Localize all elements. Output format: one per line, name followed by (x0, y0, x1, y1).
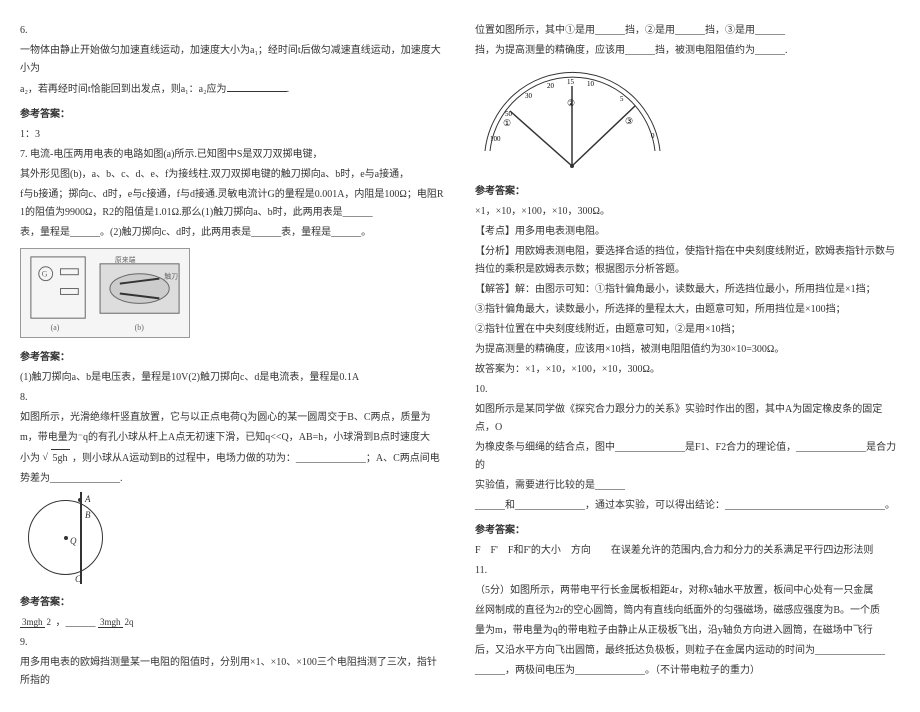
svg-text:20: 20 (547, 82, 555, 90)
svg-text:②: ② (567, 98, 575, 108)
answer-label: 参考答案： (20, 105, 445, 120)
q8-text-4: 势差为______________. (20, 470, 445, 488)
r1-keypoint: 【考点】用多用电表测电阻。 (475, 223, 900, 241)
q8-text-3: 小为 5gh ，则小球从A运动到B的过程中，电场力做的功为：__________… (20, 449, 445, 468)
q9-number: 9. (20, 634, 445, 652)
q7-text-1: 7. 电流-电压两用电表的电路如图(a)所示.已知图中S是双刀双掷电键， (20, 146, 445, 164)
svg-text:(b): (b) (135, 323, 145, 332)
q8-number: 8. (20, 389, 445, 407)
svg-text:50: 50 (505, 110, 513, 118)
q6-number: 6. (20, 22, 445, 40)
q8-text-2: m，带电量为⁻q的有孔小球从杆上A点无初速下滑，已知q<<Q，AB=h，小球滑到… (20, 429, 445, 447)
r1-solution-3: ②指针位置在中央刻度线附近，由题意可知，②是用×10挡； (475, 321, 900, 339)
q7-text-4: 表，量程是______。(2)触刀掷向c、d时，此两用表是______表，量程是… (20, 224, 445, 242)
r1-solution-4: 为提高测量的精确度，应该用×10挡，被测电阻阻值约为30×10=300Ω。 (475, 341, 900, 359)
svg-text:10: 10 (587, 80, 595, 88)
r1-answer: ×1，×10，×100，×10，300Ω。 (475, 203, 900, 221)
r1-solution-2: ③指针偏角最大，读数最小，所选择的量程太大，由题意可知，所用挡位是×100挡； (475, 301, 900, 319)
svg-text:①: ① (503, 118, 511, 128)
q6-answer: 1：3 (20, 126, 445, 144)
svg-text:30: 30 (525, 92, 533, 100)
q11-number: 11. (475, 562, 900, 580)
q11-text-2: 丝网制成的直径为2r的空心圆筒，筒内有直线向纸面外的匀强磁场，磁感应强度为B。一… (475, 602, 900, 620)
r1-analysis: 【分析】用欧姆表测电阻，要选择合适的挡位，使指针指在中央刻度线附近，欧姆表指针示… (475, 243, 900, 279)
svg-text:100: 100 (490, 135, 501, 143)
q10-text-4: ______和______________，通过本实验，可以得出结论：_____… (475, 497, 900, 515)
q9-text-1: 用多用电表的欧姆挡测量某一电阻的阻值时，分别用×1、×10、×100三个电阻挡测… (20, 654, 445, 690)
svg-text:15: 15 (567, 78, 575, 86)
q6-text-1: 一物体由静止开始做匀加速直线运动，加速度大小为a₁；经时间t后做匀减速直线运动，… (20, 42, 445, 78)
answer-label: 参考答案： (20, 348, 445, 363)
blank (227, 80, 287, 92)
right-column: 位置如图所示，其中①是用______挡，②是用______挡，③是用______… (475, 20, 900, 692)
q6-text-2: a₂，若再经时间t恰能回到出发点，则a₁：a₂应为. (20, 80, 445, 99)
fraction-1: 3mgh2 (20, 618, 53, 628)
svg-text:0: 0 (651, 132, 655, 140)
left-column: 6. 一物体由静止开始做匀加速直线运动，加速度大小为a₁；经时间t后做匀减速直线… (20, 20, 445, 692)
q11-text-5: ______，两极间电压为______________。（不计带电粒子的重力） (475, 662, 900, 680)
svg-text:③: ③ (625, 116, 633, 126)
q11-text-4: 后，又沿水平方向飞出圆筒，最终抵达负极板，则粒子在金属内运动的时间为______… (475, 642, 900, 660)
q11-text-3: 量为m，带电量为q的带电粒子由静止从正极板飞出，沿y轴负方向进入圆筒，在磁场中飞… (475, 622, 900, 640)
q10-text-2: 为橡皮条与细绳的结合点，图中______________是F1、F2合力的理论值… (475, 439, 900, 475)
q10-answer: F F' F和F'的大小 方向 在误差允许的范围内,合力和分力的关系满足平行四边… (475, 542, 900, 560)
circle-diagram-icon: Q A B C (20, 492, 130, 587)
ohmmeter-gauge-icon: 100 50 30 20 15 10 5 0 ① ② ③ (475, 66, 670, 176)
q7-answer: (1)触刀掷向a、b是电压表，量程是10V(2)触刀掷向c、d是电流表，量程是0… (20, 369, 445, 387)
svg-text:原来端: 原来端 (115, 255, 136, 264)
q7-text-3: f与b接通；掷向c、d时，e与c接通，f与d接通.灵敏电流计G的量程是0.001… (20, 186, 445, 222)
q10-text-1: 如图所示是某同学做《探究合力跟分力的关系》实验时作出的图，其中A为固定橡皮条的固… (475, 401, 900, 437)
sqrt-expr: 5gh (51, 449, 70, 468)
svg-text:5: 5 (620, 95, 624, 103)
r1-solution-5: 故答案为：×1，×10，×100，×10，300Ω。 (475, 361, 900, 379)
answer-label: 参考答案： (475, 521, 900, 536)
q10-number: 10. (475, 381, 900, 399)
q7-text-2: 其外形见图(b)，a、b、c、d、e、f为接线柱.双刀双掷电键的触刀掷向a、b时… (20, 166, 445, 184)
q11-text-1: （5分）如图所示，两带电平行长金属板相距4r，对称x轴水平放置，板间中心处有一只… (475, 582, 900, 600)
svg-text:触刀: 触刀 (164, 272, 178, 281)
q10-text-3: 实验值，需要进行比较的是______ (475, 477, 900, 495)
svg-text:G: G (42, 270, 48, 279)
q8-answer: 3mgh2 ，______ 3mgh2q (20, 614, 445, 632)
answer-label: 参考答案： (475, 182, 900, 197)
answer-label: 参考答案： (20, 593, 445, 608)
svg-text:(a): (a) (51, 323, 60, 332)
r1-text-1: 位置如图所示，其中①是用______挡，②是用______挡，③是用______ (475, 22, 900, 40)
q8-text-1: 如图所示，光滑绝缘杆竖直放置，它与以正点电荷Q为圆心的某一圆周交于B、C两点，质… (20, 409, 445, 427)
r1-solution-1: 【解答】解：由图示可知：①指针偏角最小，读数最大，所选挡位最小，所用挡位是×1挡… (475, 281, 900, 299)
fraction-2: 3mgh2q (98, 618, 136, 628)
circuit-diagram-icon: G (a) 原来端 触刀 (b) (20, 248, 190, 338)
r1-text-2: 挡，为提高测量的精确度，应该用______挡，被测电阻阻值约为______. (475, 42, 900, 60)
